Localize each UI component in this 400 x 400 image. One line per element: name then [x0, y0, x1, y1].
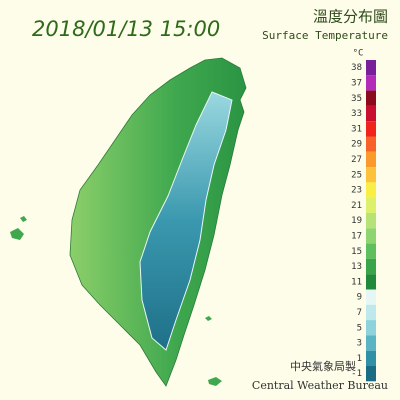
- legend-label: 11: [351, 277, 362, 287]
- legend-label: 1: [357, 354, 362, 364]
- legend-label: 25: [351, 170, 362, 180]
- agency-en: Central Weather Bureau: [252, 379, 388, 392]
- legend-swatch: [366, 167, 376, 183]
- orchid-island: [205, 316, 212, 321]
- legend-swatch: [366, 197, 376, 213]
- legend-swatch: [366, 350, 376, 366]
- subtitle: Surface Temperature: [262, 29, 388, 42]
- legend-label: 5: [357, 323, 362, 333]
- legend-swatch: [366, 136, 376, 152]
- legend-swatch: [366, 121, 376, 137]
- legend-label: 7: [357, 308, 362, 318]
- green-island: [208, 377, 222, 386]
- agency-zh: 中央氣象局製: [290, 359, 356, 373]
- legend-swatch: [366, 105, 376, 122]
- penghu-islands: [10, 216, 27, 240]
- legend-swatch: [366, 90, 376, 106]
- legend-swatch: [366, 335, 376, 351]
- mountain-range: [139, 91, 233, 351]
- legend-swatch: [366, 182, 376, 198]
- legend-label: 37: [351, 78, 362, 88]
- legend-swatch: [366, 289, 376, 305]
- legend-label: 19: [351, 216, 362, 226]
- legend-label: 35: [351, 94, 362, 104]
- datetime: 2018/01/13 15:00: [32, 17, 220, 41]
- legend-label: -1: [351, 369, 362, 379]
- legend-swatch: [366, 213, 376, 229]
- legend-swatch: [366, 366, 376, 382]
- legend-unit: °C: [353, 49, 364, 59]
- legend-swatch: [366, 60, 376, 76]
- legend-label: 31: [351, 124, 362, 134]
- legend-label: 33: [351, 109, 362, 119]
- legend-label: 17: [351, 231, 362, 241]
- legend-swatch: [366, 243, 376, 259]
- legend-swatch: [366, 304, 376, 321]
- legend-label: 13: [351, 262, 362, 272]
- legend-label: 23: [351, 186, 362, 196]
- legend-label: 15: [351, 247, 362, 257]
- legend-label: 27: [351, 155, 362, 165]
- legend-swatch: [366, 320, 376, 336]
- legend-label: 9: [357, 293, 362, 303]
- legend-swatch: [366, 258, 376, 275]
- legend-label: 3: [357, 339, 362, 349]
- title: 溫度分布圖: [313, 8, 388, 26]
- legend-swatch: [366, 274, 376, 290]
- legend-swatch: [366, 151, 376, 168]
- legend-label: 21: [351, 201, 362, 211]
- legend-swatch: [366, 228, 376, 244]
- legend-label: 29: [351, 140, 362, 150]
- legend-label: 38: [351, 63, 362, 73]
- legend-swatch: [366, 75, 376, 91]
